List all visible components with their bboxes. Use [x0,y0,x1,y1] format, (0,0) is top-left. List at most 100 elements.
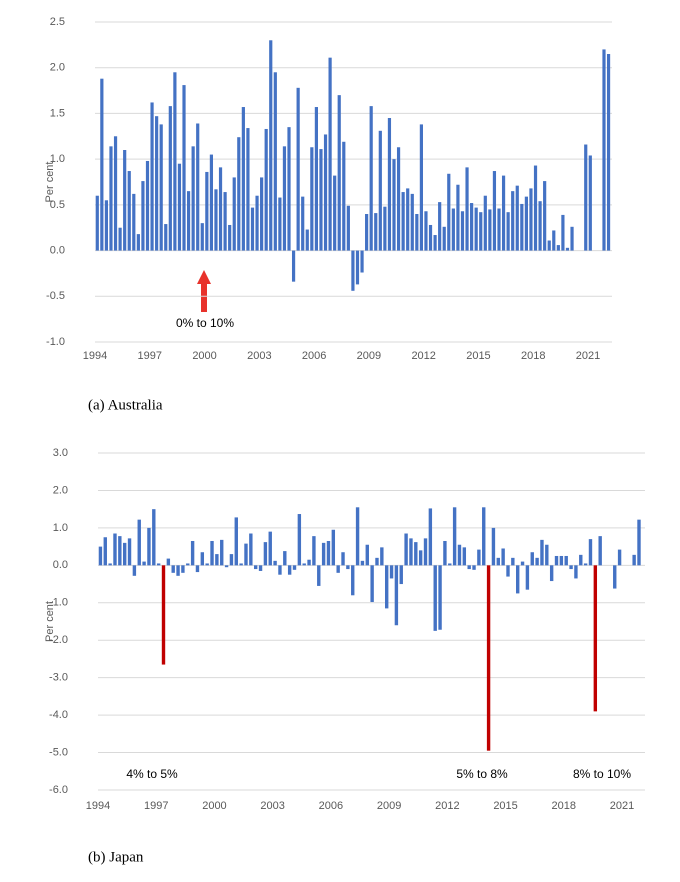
bar [392,159,396,251]
bar [428,224,433,251]
x-tick-label: 2003 [247,350,271,362]
annotation: 8% to 10% [573,767,631,781]
bar [137,519,141,566]
bar [244,543,248,566]
bar [152,509,156,566]
bar [556,245,560,251]
annotation: 5% to 8% [456,767,508,781]
bar [549,565,554,582]
bar [278,197,282,251]
bar [438,202,442,251]
bar [237,137,241,251]
bar [486,565,491,751]
bar [387,118,392,251]
bar [543,181,547,251]
bar [132,565,137,576]
bar [570,226,574,251]
bar [515,185,519,251]
bar [246,128,250,251]
y-tick-label: 1.5 [50,107,65,119]
bar [95,195,99,251]
bar [415,214,419,251]
x-tick-label: 2018 [552,800,576,812]
bar [470,203,474,251]
bar [396,147,401,251]
bar [491,527,496,566]
bar [457,544,462,566]
bar [401,192,405,251]
y-tick-label: -5.0 [49,746,68,758]
bar [554,555,559,566]
bar [136,234,140,251]
x-tick-label: 2012 [411,350,435,362]
bar [617,549,622,566]
bar [378,130,382,251]
x-tick-label: 2009 [377,800,401,812]
bar [515,565,520,594]
bar [156,563,161,566]
bar [451,208,455,251]
bar [561,214,565,251]
y-tick-label: -6.0 [49,784,68,796]
bar [447,173,451,251]
bar [297,514,302,566]
bar [474,207,478,251]
bar [355,507,360,566]
bar [496,557,500,566]
x-tick-label: 2015 [466,350,490,362]
bar [282,146,287,251]
y-tick-label: -1.0 [49,597,68,609]
bar [100,78,104,251]
bar [477,549,481,566]
bar [414,542,418,566]
bar [150,102,154,251]
bar [419,124,423,251]
bar [369,106,373,251]
bar [593,565,598,712]
bar [524,196,528,251]
x-tick-label: 2021 [610,800,634,812]
bar [123,150,127,251]
y-tick-label: -3.0 [49,672,68,684]
caption: (a) Australia [88,397,163,413]
bar [113,533,117,566]
x-tick-label: 1997 [138,350,162,362]
bar [584,144,588,251]
bar [263,542,268,566]
bar [215,554,219,566]
x-tick-label: 2006 [319,800,343,812]
bar [186,563,190,566]
bar [176,565,180,576]
bar [346,205,350,251]
bar [264,128,268,251]
bar [606,54,611,251]
bar [127,538,132,566]
x-tick-label: 2003 [260,800,284,812]
bar [326,540,331,566]
bar [465,167,469,251]
bar [456,184,460,251]
bar [375,557,379,566]
bar [552,230,556,251]
x-tick-label: 2006 [302,350,326,362]
bar [383,206,387,251]
bar [190,540,195,566]
bar [501,175,506,251]
bar [530,552,534,566]
bar [384,565,389,609]
y-tick-label: 2.5 [50,16,65,28]
y-axis-label: Per cent [44,601,56,642]
bar [269,40,273,251]
bar [182,85,186,251]
bar [296,87,300,251]
bar [538,201,542,251]
bar [108,563,112,566]
bar [205,563,209,566]
bar [145,160,150,251]
bar [374,213,378,251]
bar [210,540,214,566]
bar [200,223,204,251]
x-tick-label: 2012 [435,800,459,812]
bar [177,163,182,251]
bar [287,565,292,575]
